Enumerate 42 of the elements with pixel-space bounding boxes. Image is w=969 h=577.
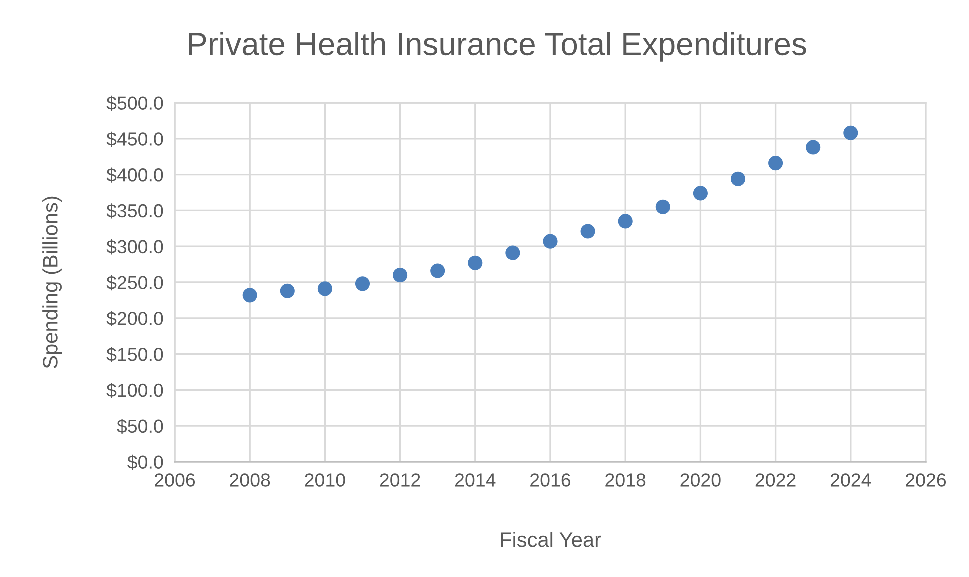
y-tick-label: $350.0 <box>106 204 164 219</box>
x-tick-label: 2026 <box>906 474 946 487</box>
x-tick-label: 2022 <box>756 474 796 487</box>
y-axis-title: Spending (Billions) <box>42 196 62 368</box>
point <box>768 156 784 171</box>
x-tick-label: 2020 <box>680 474 721 487</box>
y-tick-label: $100.0 <box>106 383 164 398</box>
point <box>430 264 446 278</box>
y-tick-label: $250.0 <box>106 275 164 291</box>
chart-title: Private Health Insurance Total Expenditures <box>189 32 806 62</box>
y-tick-label: $400.0 <box>106 168 164 183</box>
x-tick-label: 2018 <box>606 474 646 487</box>
point <box>656 200 670 214</box>
y-tick-label: $150.0 <box>106 347 164 362</box>
point <box>393 268 408 283</box>
point <box>543 234 558 249</box>
point <box>506 246 520 260</box>
y-tick-label: $50.0 <box>117 419 164 434</box>
point <box>618 214 633 229</box>
point <box>580 224 596 239</box>
x-tick-label: 2016 <box>530 474 571 487</box>
point <box>468 256 483 270</box>
x-tick-label: 2006 <box>155 474 196 487</box>
y-tick-label: $0.0 <box>128 454 164 470</box>
x-tick-label: 2024 <box>830 474 872 487</box>
point <box>355 276 370 292</box>
y-tick-label: $300.0 <box>106 240 164 255</box>
y-tick-label: $200.0 <box>106 311 164 326</box>
point <box>806 140 821 155</box>
point <box>280 284 295 298</box>
x-axis-title: Fiscal Year <box>501 532 602 548</box>
point <box>318 282 332 296</box>
point <box>242 288 258 303</box>
x-tick-label: 2014 <box>455 474 496 487</box>
point <box>730 172 746 186</box>
y-tick-label: $500.0 <box>106 96 164 112</box>
point <box>844 126 858 140</box>
x-tick-label: 2010 <box>305 474 346 487</box>
point <box>693 186 708 201</box>
y-tick-label: $450.0 <box>106 132 164 147</box>
x-tick-label: 2008 <box>230 474 270 487</box>
x-tick-label: 2012 <box>380 474 420 487</box>
